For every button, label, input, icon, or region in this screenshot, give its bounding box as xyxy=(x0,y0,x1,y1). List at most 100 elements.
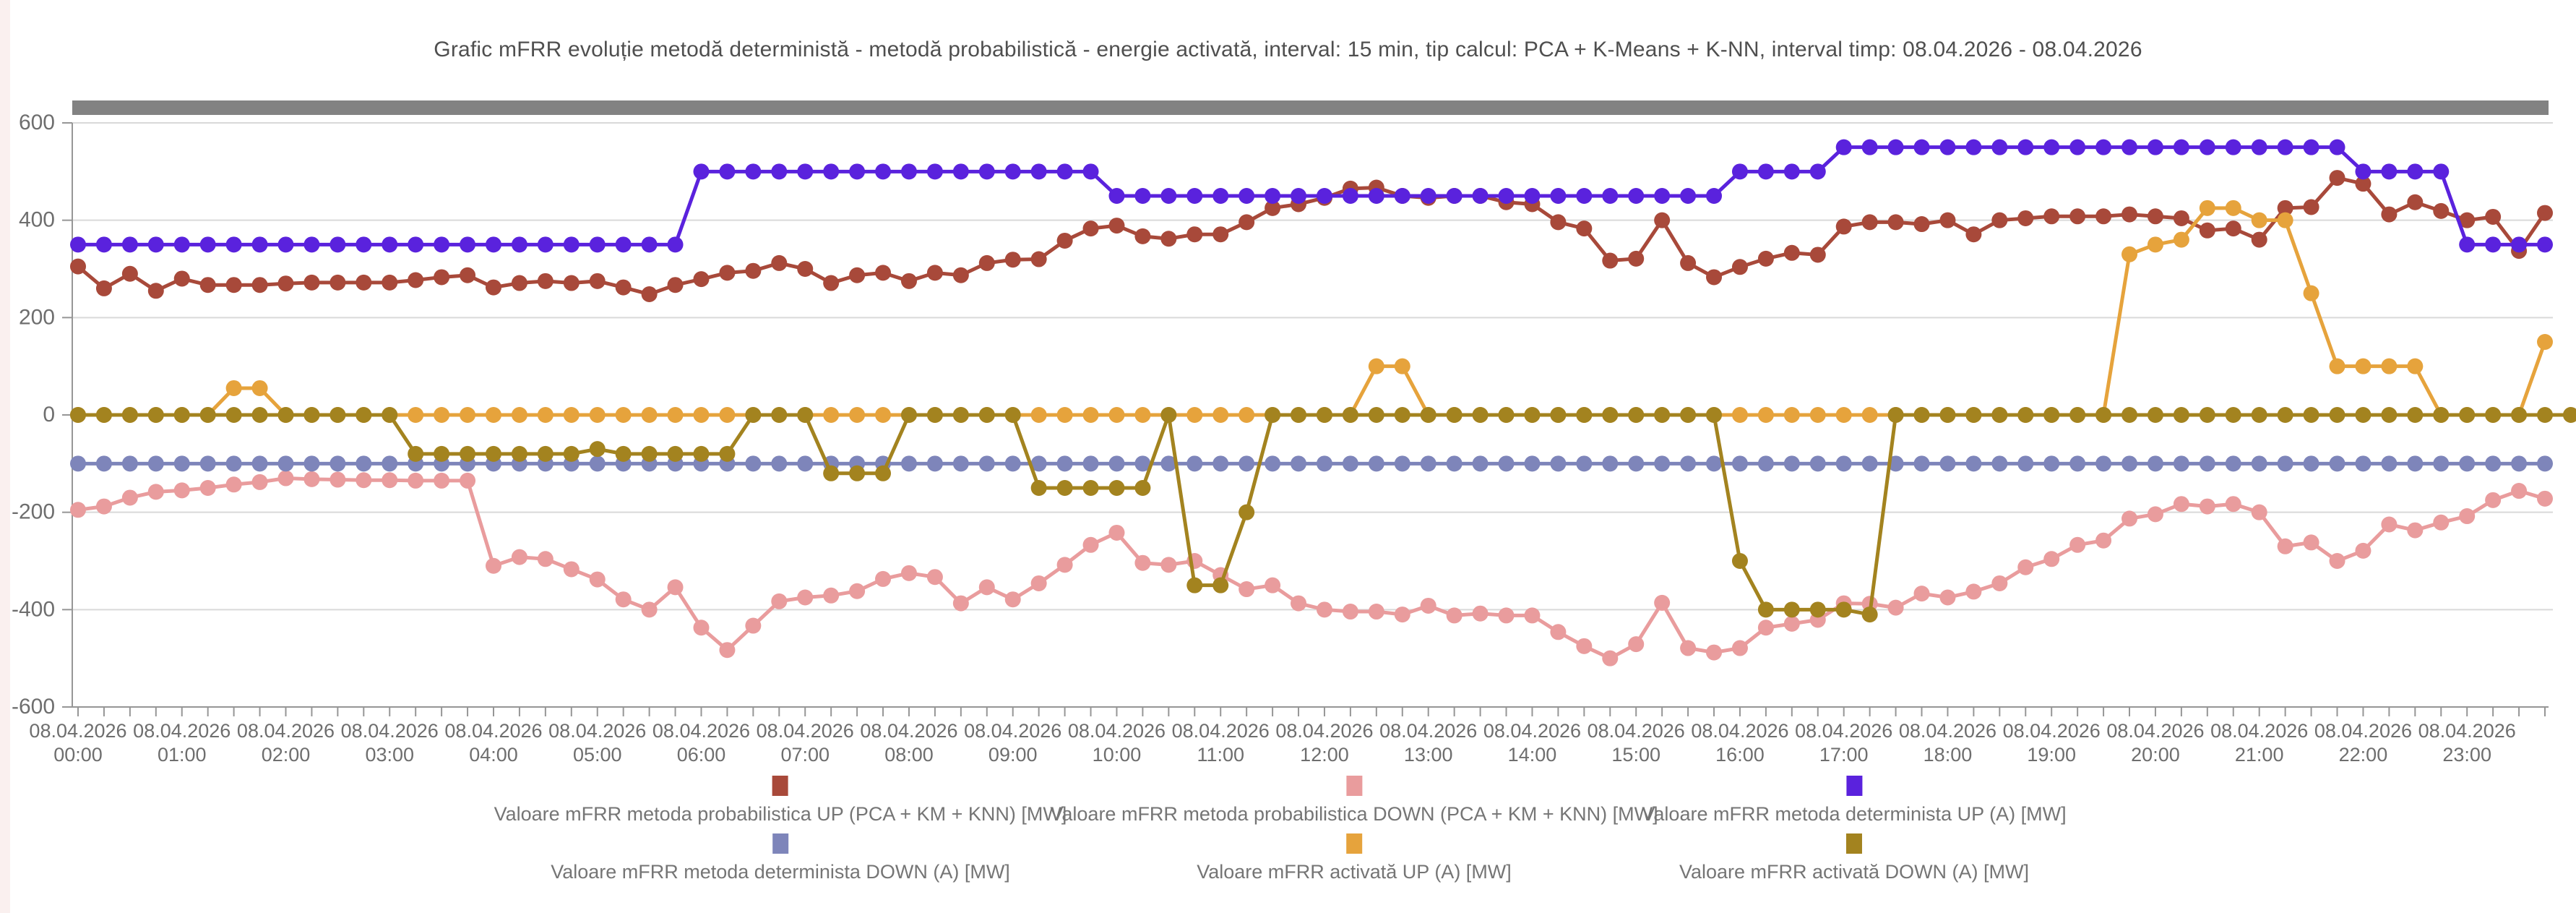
data-point xyxy=(95,498,112,515)
data-point xyxy=(1783,615,1800,632)
data-point xyxy=(2069,208,2086,225)
data-point xyxy=(147,283,164,299)
data-point xyxy=(408,236,424,253)
data-point xyxy=(926,455,943,472)
data-point xyxy=(745,617,762,634)
legend-item-1[interactable]: Valoare mFRR metoda probabilistica DOWN … xyxy=(1050,776,1658,826)
data-point xyxy=(1939,407,1956,423)
legend-item-2[interactable]: Valoare mFRR metoda determinista UP (A) … xyxy=(1642,776,2067,826)
data-point xyxy=(667,277,684,293)
x-tick-label: 08.04.2026 08:00 xyxy=(860,720,957,766)
series-activ-down xyxy=(70,407,2576,623)
data-point xyxy=(771,407,788,423)
data-point xyxy=(95,280,112,296)
data-point xyxy=(2225,139,2241,155)
data-point xyxy=(147,455,164,472)
data-point xyxy=(615,236,632,253)
data-point xyxy=(2043,139,2060,155)
data-point xyxy=(329,471,346,488)
chart-range-scrollbar[interactable] xyxy=(72,100,2549,115)
data-point xyxy=(1706,407,1723,423)
data-point xyxy=(537,273,553,289)
data-point xyxy=(719,642,736,659)
data-point xyxy=(2095,407,2112,423)
data-point xyxy=(1472,605,1489,622)
data-point xyxy=(1030,251,1047,267)
data-point xyxy=(537,551,553,567)
data-point xyxy=(719,163,736,180)
legend-item-3[interactable]: Valoare mFRR metoda determinista DOWN (A… xyxy=(551,833,1010,883)
y-tick-label: 600 xyxy=(19,111,55,134)
data-point xyxy=(1212,455,1229,472)
data-point xyxy=(589,236,606,253)
data-point xyxy=(2329,170,2345,187)
data-point xyxy=(2017,139,2034,155)
data-point xyxy=(2199,498,2215,515)
legend-label: Valoare mFRR activată UP (A) [MW] xyxy=(1197,861,1512,883)
data-point xyxy=(589,407,606,423)
legend-item-5[interactable]: Valoare mFRR activată DOWN (A) [MW] xyxy=(1679,833,2029,883)
data-point xyxy=(434,269,450,286)
legend-item-4[interactable]: Valoare mFRR activată UP (A) [MW] xyxy=(1197,833,1512,883)
data-point xyxy=(147,236,164,253)
data-point xyxy=(1446,407,1463,423)
data-point xyxy=(1186,407,1203,423)
data-point xyxy=(1783,455,1800,472)
data-point xyxy=(745,407,762,423)
data-point xyxy=(771,254,788,271)
data-point xyxy=(1004,163,1021,180)
data-point xyxy=(589,455,606,472)
data-point xyxy=(2407,407,2424,423)
data-point xyxy=(1160,231,1177,247)
data-point xyxy=(563,236,580,253)
data-point xyxy=(1420,455,1436,472)
data-point xyxy=(2017,210,2034,226)
series-prob-down xyxy=(70,470,2553,666)
data-point xyxy=(563,407,580,423)
data-point xyxy=(2485,455,2502,472)
data-point xyxy=(1809,163,1826,180)
data-point xyxy=(1524,188,1541,204)
data-point xyxy=(2069,407,2086,423)
data-point xyxy=(1394,358,1410,374)
data-point xyxy=(1628,407,1645,423)
data-point xyxy=(1680,188,1697,204)
data-point xyxy=(1108,407,1125,423)
legend-label: Valoare mFRR metoda determinista DOWN (A… xyxy=(551,861,1010,883)
data-point xyxy=(2199,139,2215,155)
data-point xyxy=(926,407,943,423)
data-point xyxy=(693,620,710,636)
data-point xyxy=(1108,188,1125,204)
data-point xyxy=(1965,407,1982,423)
legend-item-0[interactable]: Valoare mFRR metoda probabilistica UP (P… xyxy=(494,776,1067,826)
data-point xyxy=(1809,247,1826,263)
data-point xyxy=(1004,591,1021,608)
data-point xyxy=(2355,455,2372,472)
data-point xyxy=(1472,455,1489,472)
data-point xyxy=(823,407,840,423)
data-point xyxy=(2433,407,2450,423)
data-point xyxy=(2381,455,2398,472)
data-point xyxy=(667,445,684,462)
data-point xyxy=(2277,212,2293,228)
data-point xyxy=(1160,455,1177,472)
data-point xyxy=(1602,407,1619,423)
data-point xyxy=(1524,607,1541,624)
data-point xyxy=(2043,551,2060,567)
legend-swatch xyxy=(772,776,788,796)
data-point xyxy=(1706,188,1723,204)
data-point xyxy=(1550,455,1567,472)
x-tick-label: 08.04.2026 03:00 xyxy=(341,720,439,766)
y-tick-label: 400 xyxy=(19,208,55,232)
legend-swatch xyxy=(1846,833,1862,854)
data-point xyxy=(329,455,346,472)
data-point xyxy=(900,163,917,180)
data-point xyxy=(978,455,995,472)
data-point xyxy=(1861,407,1878,423)
data-point xyxy=(1394,407,1410,423)
data-point xyxy=(1706,455,1723,472)
data-point xyxy=(277,275,294,292)
x-tick-label: 08.04.2026 07:00 xyxy=(757,720,854,766)
data-point xyxy=(251,236,268,253)
